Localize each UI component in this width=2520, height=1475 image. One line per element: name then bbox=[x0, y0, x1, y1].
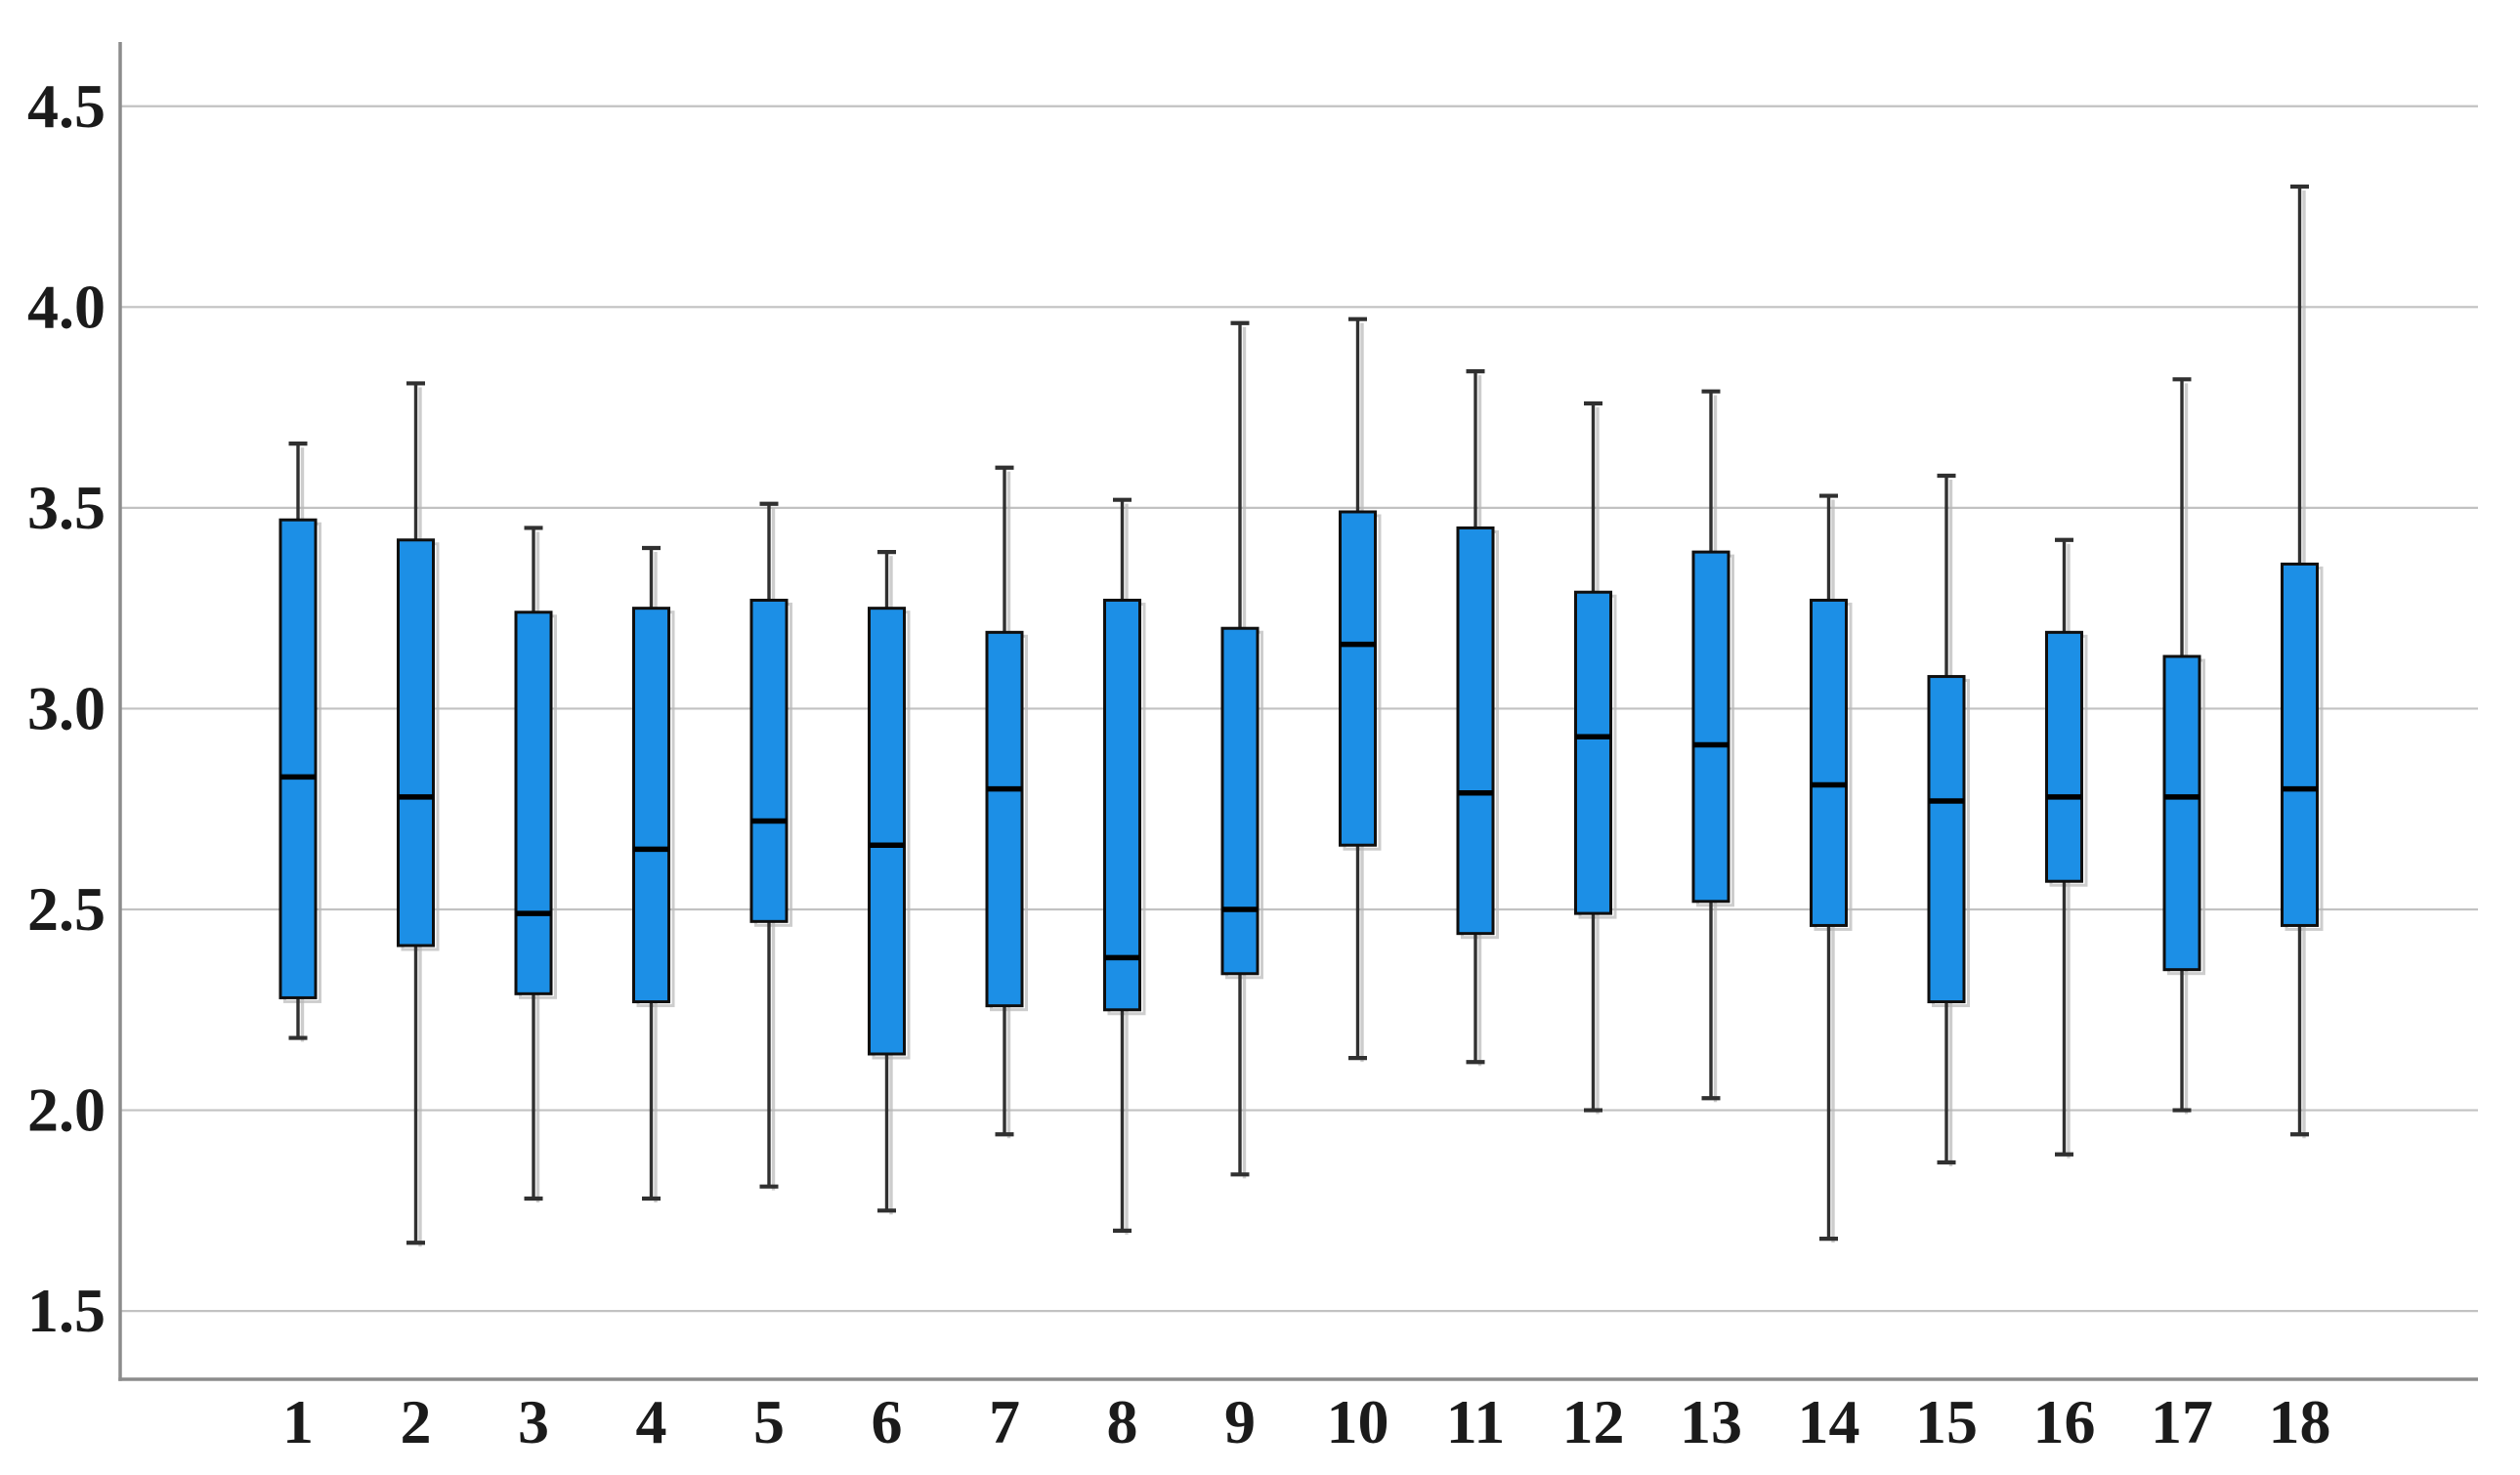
iqr-box bbox=[1220, 626, 1260, 976]
x-tick-label: 11 bbox=[1446, 1387, 1505, 1456]
x-tick-label: 16 bbox=[2033, 1387, 2096, 1456]
y-tick-label: 4.5 bbox=[27, 71, 106, 141]
x-tick-label: 15 bbox=[1915, 1387, 1978, 1456]
x-tick-label: 3 bbox=[518, 1387, 549, 1456]
iqr-box bbox=[749, 598, 789, 923]
x-tick-label: 12 bbox=[1562, 1387, 1625, 1456]
iqr-box bbox=[868, 607, 906, 1056]
y-tick-label: 2.5 bbox=[27, 874, 106, 944]
x-tick-label: 1 bbox=[282, 1387, 314, 1456]
y-tick-label: 1.5 bbox=[27, 1276, 106, 1345]
x-tick-label: 9 bbox=[1224, 1387, 1256, 1456]
iqr-box bbox=[1927, 675, 1966, 1004]
iqr-box bbox=[1574, 590, 1612, 915]
x-tick-label: 7 bbox=[989, 1387, 1020, 1456]
iqr-box bbox=[1810, 598, 1848, 927]
x-tick-label: 5 bbox=[753, 1387, 785, 1456]
iqr-box bbox=[1456, 526, 1495, 936]
y-tick-label: 3.5 bbox=[27, 473, 106, 542]
iqr-box bbox=[2045, 630, 2083, 883]
iqr-box bbox=[2281, 562, 2319, 927]
y-tick-label: 3.0 bbox=[27, 673, 106, 742]
x-tick-label: 18 bbox=[2269, 1387, 2331, 1456]
x-tick-label: 10 bbox=[1327, 1387, 1389, 1456]
iqr-box bbox=[632, 607, 670, 1004]
x-tick-label: 14 bbox=[1798, 1387, 1860, 1456]
y-tick-label: 4.0 bbox=[27, 272, 106, 341]
iqr-box bbox=[2162, 654, 2201, 972]
iqr-box bbox=[1691, 550, 1730, 904]
x-tick-label: 4 bbox=[636, 1387, 667, 1456]
x-tick-label: 13 bbox=[1680, 1387, 1742, 1456]
x-tick-label: 6 bbox=[872, 1387, 903, 1456]
iqr-box bbox=[1339, 510, 1377, 847]
iqr-box bbox=[278, 518, 318, 999]
iqr-box bbox=[985, 630, 1024, 1008]
x-tick-label: 2 bbox=[401, 1387, 432, 1456]
x-tick-label: 8 bbox=[1107, 1387, 1138, 1456]
iqr-box bbox=[514, 611, 553, 995]
iqr-box bbox=[397, 538, 435, 948]
x-tick-label: 17 bbox=[2151, 1387, 2213, 1456]
iqr-box bbox=[1103, 598, 1141, 1012]
y-tick-label: 2.0 bbox=[27, 1075, 106, 1145]
